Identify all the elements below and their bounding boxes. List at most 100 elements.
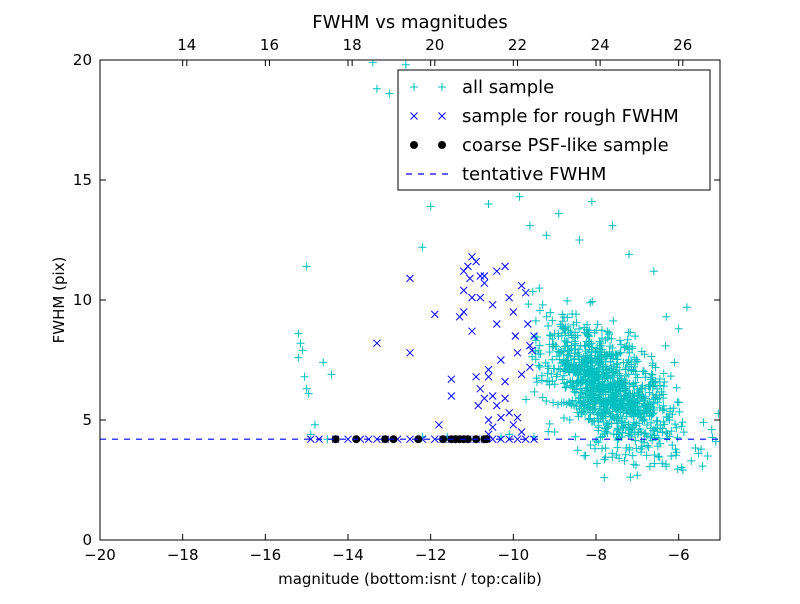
rough-fwhm-point xyxy=(488,300,497,309)
psf-like-point xyxy=(438,141,446,149)
all-sample-point xyxy=(608,404,617,413)
all-sample-point xyxy=(575,324,584,333)
all-sample-point xyxy=(577,376,586,385)
all-sample-point xyxy=(580,341,589,350)
all-sample-point xyxy=(534,361,543,370)
all-sample-point xyxy=(538,393,547,402)
all-sample-point xyxy=(300,372,309,381)
all-sample-point xyxy=(548,316,557,325)
all-sample-point xyxy=(662,427,671,436)
all-sample-point xyxy=(651,377,660,386)
top-tick-label: 26 xyxy=(673,36,692,54)
all-sample-point xyxy=(698,462,707,471)
chart-title: FWHM vs magnitudes xyxy=(312,12,507,33)
all-sample-point xyxy=(650,450,659,459)
all-sample-point xyxy=(648,410,657,419)
all-sample-point xyxy=(626,328,635,337)
all-sample-point xyxy=(675,407,684,416)
top-tick-label: 20 xyxy=(425,36,444,54)
y-tick-label: 15 xyxy=(73,171,92,189)
all-sample-point xyxy=(614,405,623,414)
all-sample-point xyxy=(618,428,627,437)
all-sample-point xyxy=(574,352,583,361)
rough-fwhm-point xyxy=(406,274,414,283)
all-sample-point xyxy=(714,409,720,418)
all-sample-point xyxy=(537,371,546,380)
top-tick-label: 24 xyxy=(591,36,610,54)
all-sample-point xyxy=(610,380,619,389)
all-sample-point xyxy=(655,375,664,384)
all-sample-point xyxy=(637,444,646,453)
legend-label: tentative FWHM xyxy=(462,164,606,185)
all-sample-point xyxy=(614,377,623,386)
all-sample-point xyxy=(606,388,615,397)
rough-fwhm-point xyxy=(517,370,526,379)
all-sample-point xyxy=(633,357,642,366)
all-sample-point xyxy=(310,420,319,429)
all-sample-point xyxy=(563,350,572,359)
all-sample-point xyxy=(691,444,700,453)
y-axis-label: FWHM (pix) xyxy=(50,257,68,344)
rough-fwhm-point xyxy=(459,286,468,295)
all-sample-point xyxy=(605,347,614,356)
rough-fwhm-point xyxy=(373,339,381,348)
all-sample-point xyxy=(677,422,686,431)
all-sample-point xyxy=(579,370,588,379)
rough-fwhm-point xyxy=(505,293,514,302)
all-sample-point xyxy=(530,387,539,396)
all-sample-point xyxy=(611,389,620,398)
all-sample-point xyxy=(567,381,576,390)
all-sample-point xyxy=(401,60,410,69)
rough-fwhm-point xyxy=(480,279,489,288)
all-sample-point xyxy=(640,408,649,417)
all-sample-point xyxy=(624,420,633,429)
all-sample-point xyxy=(625,380,634,389)
all-sample-point xyxy=(601,336,610,345)
rough-fwhm-point xyxy=(410,112,418,120)
all-sample-point xyxy=(646,403,655,412)
all-sample-point xyxy=(613,419,622,428)
all-sample-point xyxy=(593,459,602,468)
all-sample-point xyxy=(538,300,547,309)
all-sample-point xyxy=(615,336,624,345)
all-sample-point xyxy=(296,339,305,348)
all-sample-point xyxy=(571,339,580,348)
all-sample-point xyxy=(588,297,597,306)
all-sample-point xyxy=(564,398,573,407)
all-sample-point xyxy=(558,375,567,384)
all-sample-point xyxy=(554,364,563,373)
all-sample-point xyxy=(586,441,595,450)
all-sample-point xyxy=(594,385,603,394)
all-sample-point xyxy=(666,372,675,381)
all-sample-point xyxy=(620,392,629,401)
rough-fwhm-point xyxy=(480,394,489,403)
all-sample-point xyxy=(591,398,600,407)
all-sample-point xyxy=(585,403,594,412)
all-sample-point xyxy=(630,391,639,400)
all-sample-point xyxy=(703,452,712,460)
all-sample-point xyxy=(678,466,687,475)
all-sample-point xyxy=(306,430,315,439)
all-sample-point xyxy=(543,362,552,371)
y-tick-label: 20 xyxy=(73,51,92,69)
all-sample-point xyxy=(302,384,311,393)
all-sample-point xyxy=(599,404,608,413)
all-sample-point xyxy=(608,453,617,462)
all-sample-point xyxy=(673,433,682,442)
all-sample-point xyxy=(635,425,644,434)
all-sample-point xyxy=(598,345,607,354)
all-sample-point xyxy=(651,393,660,402)
rough-fwhm-point xyxy=(459,308,468,316)
all-sample-point xyxy=(616,371,625,380)
all-sample-point xyxy=(484,200,493,208)
all-sample-point xyxy=(623,406,632,415)
all-sample-point xyxy=(573,331,582,340)
all-sample-point xyxy=(617,418,626,427)
legend-label: coarse PSF-like sample xyxy=(462,135,669,156)
all-sample-point xyxy=(657,387,666,396)
all-sample-point xyxy=(645,380,654,389)
all-sample-point xyxy=(653,395,662,404)
rough-fwhm-point xyxy=(530,332,538,340)
all-sample-point xyxy=(543,369,552,378)
